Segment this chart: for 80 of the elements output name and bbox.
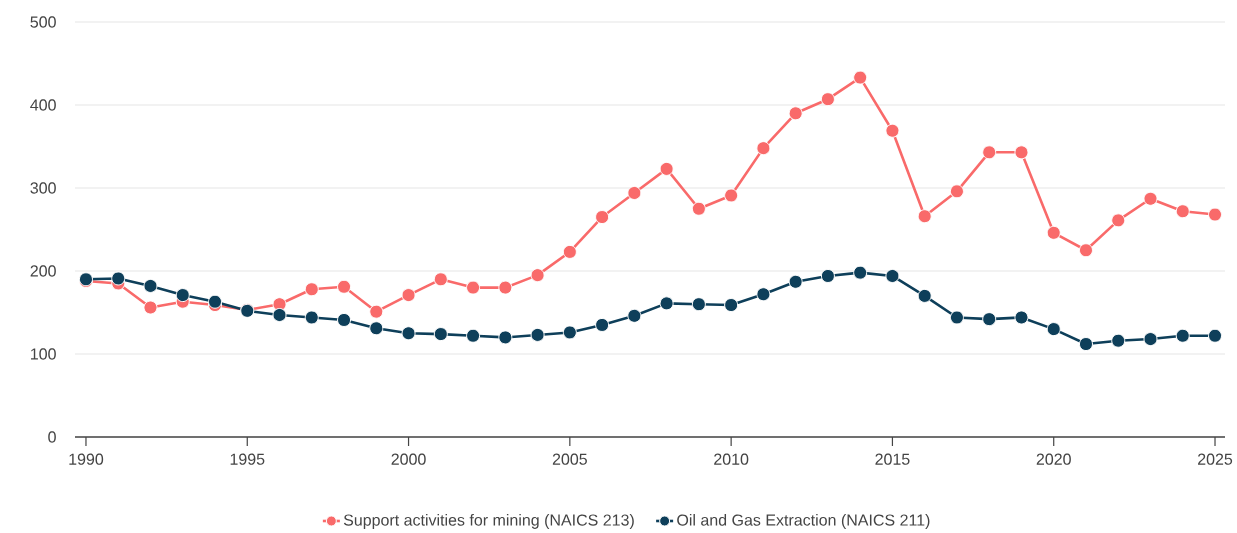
- y-tick-label: 100: [31, 348, 56, 360]
- x-tick-label: 2000: [391, 453, 426, 465]
- point: [1208, 328, 1223, 343]
- point: [691, 297, 706, 312]
- point: [401, 288, 416, 303]
- x-tick-label: 1995: [230, 453, 265, 465]
- x-tick-label: 2015: [875, 453, 910, 465]
- point: [756, 141, 771, 156]
- point: [433, 327, 448, 342]
- point: [466, 280, 481, 295]
- point: [788, 106, 803, 121]
- point: [337, 279, 352, 294]
- point: [208, 294, 222, 309]
- point: [982, 145, 997, 160]
- point: [304, 282, 319, 297]
- point: [1014, 310, 1029, 325]
- point: [111, 271, 126, 286]
- point: [627, 308, 642, 323]
- point: [433, 272, 448, 287]
- point: [659, 296, 674, 311]
- point: [756, 287, 771, 302]
- point: [724, 188, 739, 203]
- point: [691, 201, 706, 216]
- point: [401, 326, 416, 341]
- point: [562, 244, 577, 259]
- point: [498, 330, 513, 345]
- point: [466, 328, 481, 343]
- point: [530, 327, 545, 342]
- point: [659, 161, 674, 176]
- point: [724, 298, 739, 313]
- point: [530, 268, 545, 283]
- y-tick-label: 300: [30, 182, 56, 194]
- point: [143, 278, 158, 293]
- point: [917, 209, 932, 224]
- point: [1111, 213, 1126, 228]
- x-tick-label: 2005: [552, 453, 587, 465]
- y-tick-label: 400: [30, 99, 56, 111]
- point: [1175, 328, 1190, 343]
- point: [562, 325, 577, 340]
- point: [337, 312, 352, 327]
- point: [595, 210, 610, 225]
- point: [1078, 337, 1093, 352]
- point: [595, 317, 610, 332]
- point: [1014, 145, 1029, 160]
- point: [1143, 191, 1158, 206]
- point: [820, 92, 835, 107]
- y-tick-label: 500: [30, 16, 56, 28]
- point: [627, 185, 642, 200]
- point: [788, 274, 803, 289]
- point: [175, 288, 190, 303]
- x-tick-label: 2010: [714, 453, 749, 465]
- point: [1111, 333, 1126, 348]
- point: [1175, 204, 1190, 219]
- x-tick-label: 2025: [1198, 453, 1233, 465]
- point: [1208, 207, 1223, 222]
- point: [498, 280, 513, 295]
- point: [369, 304, 384, 319]
- point: [853, 70, 868, 85]
- point: [272, 307, 287, 322]
- point: [885, 123, 900, 138]
- point: [917, 288, 932, 303]
- point: [1078, 243, 1093, 258]
- point: [885, 268, 900, 283]
- point: [853, 265, 868, 280]
- point: [982, 312, 997, 327]
- point: [369, 321, 384, 336]
- point: [949, 184, 964, 199]
- point: [1046, 322, 1061, 337]
- point: [304, 310, 319, 325]
- point: [949, 310, 964, 325]
- point: [1143, 332, 1158, 347]
- y-tick-label: 0: [48, 431, 56, 443]
- point: [143, 300, 158, 315]
- legend-label: Oil and Gas Extraction (NAICS 211): [677, 514, 930, 529]
- point: [820, 268, 835, 283]
- point: [1046, 225, 1061, 240]
- y-tick-label: 200: [30, 265, 56, 277]
- x-tick-label: 2020: [1036, 453, 1071, 465]
- legend-label: Support activities for mining (NAICS 213): [343, 514, 634, 529]
- x-tick-label: 1990: [69, 453, 104, 465]
